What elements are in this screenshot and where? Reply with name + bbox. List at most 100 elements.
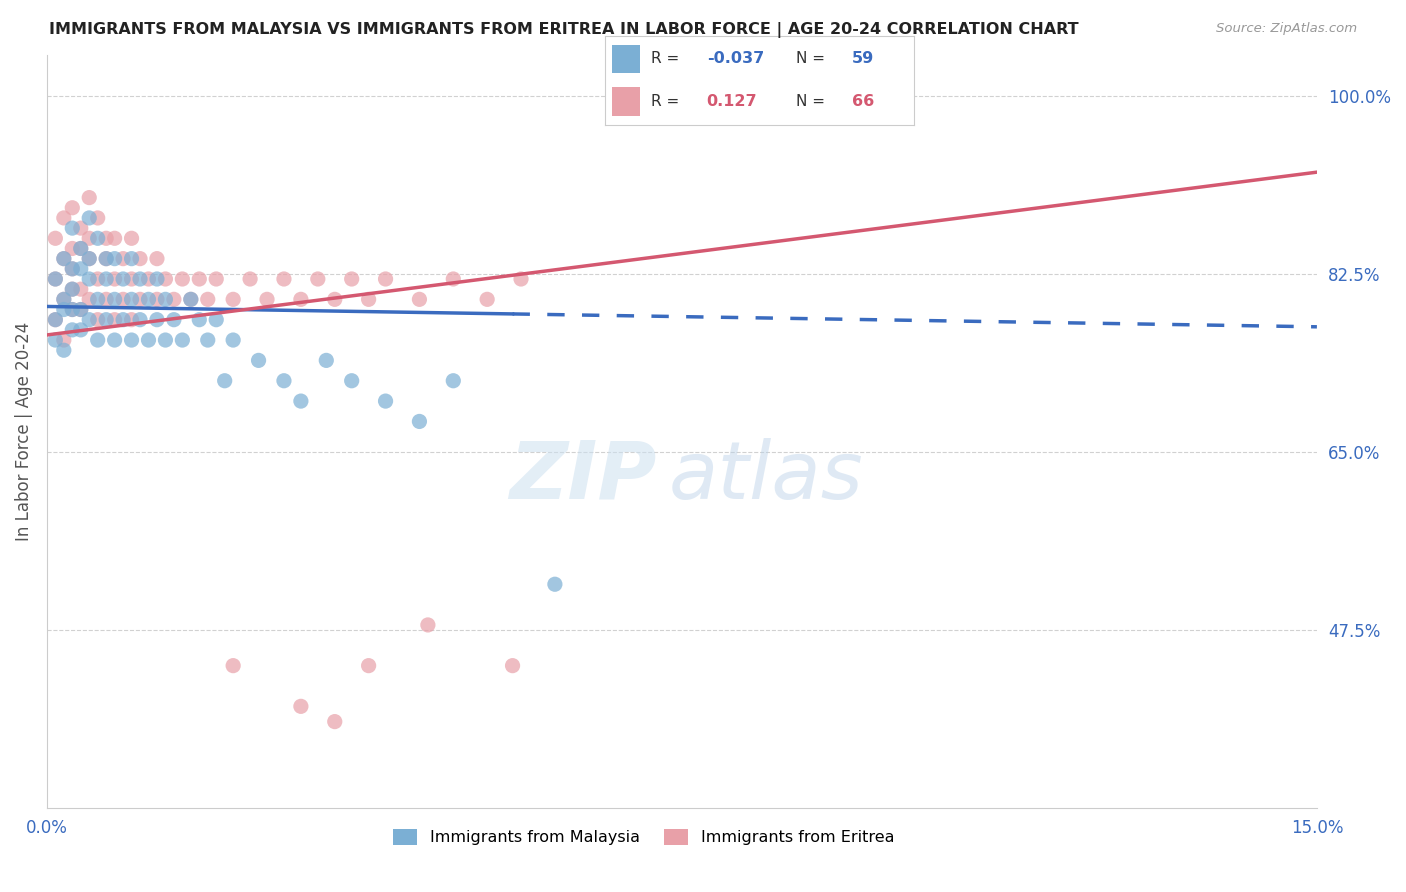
Point [323,293,346,307]
Point [112,293,135,307]
Point [121,333,143,347]
Point [408,414,430,428]
Point [77,252,100,266]
Point [146,293,169,307]
Point [163,312,186,326]
Point [60,221,83,235]
Text: N =: N = [796,52,825,66]
Point [104,333,127,347]
Bar [613,87,640,116]
Point [52,211,75,225]
Point [60,201,83,215]
Point [86,211,108,225]
Point [52,252,75,266]
Point [44,231,66,245]
Point [77,211,100,225]
Point [112,272,135,286]
Point [129,293,152,307]
Point [44,272,66,286]
Point [60,261,83,276]
Point [502,658,524,673]
Point [222,658,245,673]
Text: 59: 59 [852,52,875,66]
Point [86,231,108,245]
Point [374,394,396,409]
Point [239,272,262,286]
Legend: Immigrants from Malaysia, Immigrants from Eritrea: Immigrants from Malaysia, Immigrants fro… [394,829,894,846]
Point [172,333,194,347]
Point [104,293,127,307]
Point [129,252,152,266]
Point [96,293,118,307]
Point [340,374,363,388]
Point [69,282,91,296]
Text: R =: R = [651,52,679,66]
Point [214,374,236,388]
Point [129,272,152,286]
Point [256,293,278,307]
Point [188,312,211,326]
Point [121,312,143,326]
Point [52,252,75,266]
Point [86,272,108,286]
Point [69,242,91,256]
Point [104,252,127,266]
Point [112,312,135,326]
Point [138,272,160,286]
Point [60,302,83,317]
Point [69,261,91,276]
Point [77,191,100,205]
Point [323,714,346,729]
Point [60,282,83,296]
Point [290,293,312,307]
Point [197,293,219,307]
Point [155,293,177,307]
Point [544,577,567,591]
Point [290,394,312,409]
Point [205,272,228,286]
Point [172,272,194,286]
Bar [613,45,640,73]
Point [104,312,127,326]
Point [77,312,100,326]
Point [340,272,363,286]
Point [146,272,169,286]
Point [104,231,127,245]
Point [273,374,295,388]
Point [290,699,312,714]
Point [96,272,118,286]
Point [86,333,108,347]
Text: ZIP: ZIP [509,438,657,516]
Point [222,333,245,347]
Point [180,293,202,307]
Point [197,333,219,347]
Point [247,353,270,368]
Point [60,261,83,276]
Point [52,293,75,307]
Text: atlas: atlas [669,438,863,516]
Point [408,293,430,307]
Point [510,272,533,286]
Y-axis label: In Labor Force | Age 20-24: In Labor Force | Age 20-24 [15,322,32,541]
Point [121,272,143,286]
Point [121,293,143,307]
Point [138,293,160,307]
Point [163,293,186,307]
Point [60,282,83,296]
Point [138,333,160,347]
Point [146,252,169,266]
Point [52,333,75,347]
Point [96,312,118,326]
Point [44,333,66,347]
Point [52,293,75,307]
Point [77,293,100,307]
Point [52,302,75,317]
Point [188,272,211,286]
Point [180,293,202,307]
Point [69,302,91,317]
Point [69,323,91,337]
Point [205,312,228,326]
Point [112,252,135,266]
Point [155,333,177,347]
Point [60,302,83,317]
